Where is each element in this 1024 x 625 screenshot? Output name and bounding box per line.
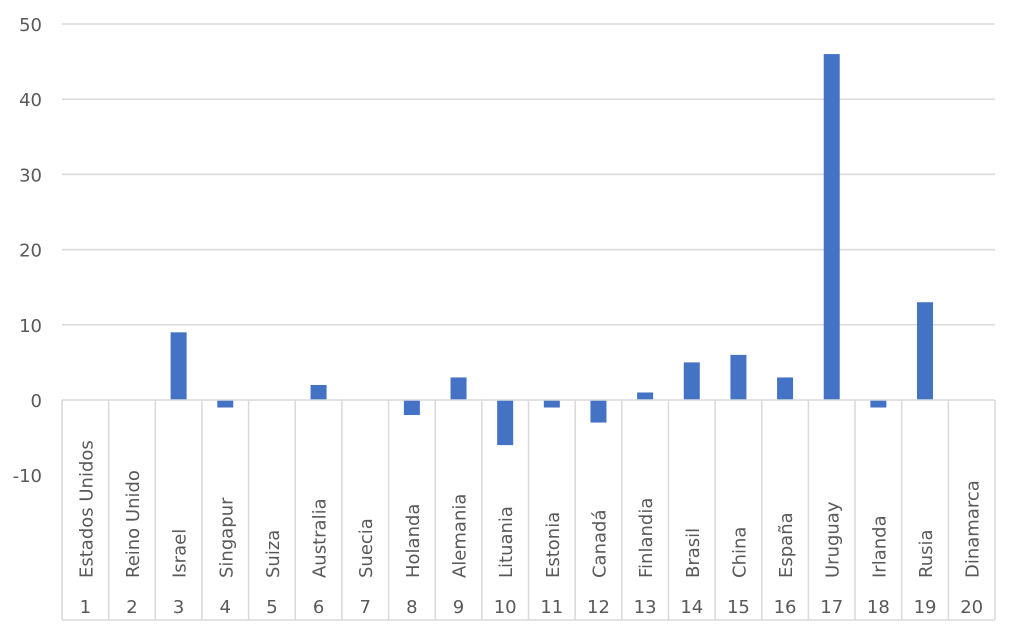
bar [170,332,187,400]
category-label: Finlandia [636,498,657,578]
bar [823,54,840,400]
category-label: Suecia [356,518,377,578]
rank-label: 3 [173,597,184,618]
rank-label: 18 [867,597,890,618]
bar [777,377,794,400]
rank-label: 10 [494,597,517,618]
category-label: Dinamarca [963,480,984,578]
rank-label: 6 [313,597,324,618]
rank-label: 11 [540,597,563,618]
rank-label: 9 [453,597,464,618]
rank-label: 16 [774,597,797,618]
rank-label: 1 [80,597,91,618]
y-tick-label: 30 [19,165,42,186]
bar [310,384,327,400]
rank-label: 8 [406,597,417,618]
category-label: Suiza [263,530,284,578]
rank-label: 17 [820,597,843,618]
category-label: Brasil [683,528,704,578]
category-label: Singapur [216,497,237,578]
category-label: España [776,512,797,578]
bar [590,400,607,423]
category-label: Australia [310,498,331,578]
rank-label: 4 [220,597,231,618]
y-tick-label: 50 [19,15,42,36]
bar [917,302,934,400]
y-tick-label: -10 [13,466,42,487]
bar [403,400,420,416]
category-label: Israel [170,529,191,578]
bar [450,377,467,400]
bar [730,354,747,400]
category-label: Reino Unido [123,470,144,578]
category-label: Irlanda [869,515,890,578]
rank-label: 7 [359,597,370,618]
rank-label: 19 [914,597,937,618]
bar [870,400,887,408]
bar [543,400,560,408]
rank-label: 15 [727,597,750,618]
y-tick-label: 10 [19,316,42,337]
bar [497,400,514,446]
y-tick-label: 40 [19,90,42,111]
rank-label: 20 [960,597,983,618]
y-tick-label: 20 [19,241,42,262]
rank-label: 12 [587,597,610,618]
y-tick-label: 0 [31,391,42,412]
rank-label: 5 [266,597,277,618]
category-label: Estonia [543,512,564,578]
bar [217,400,234,408]
category-label: Holanda [403,504,424,578]
rank-label: 2 [126,597,137,618]
bar [637,392,654,400]
rank-label: 13 [634,597,657,618]
bar [683,362,700,400]
rank-label: 14 [680,597,703,618]
category-label: Lituania [496,506,517,578]
category-label: Estados Unidos [76,440,97,578]
category-label: Uruguay [823,501,844,578]
category-label: China [729,527,750,578]
category-label: Rusia [916,529,937,578]
category-label: Canadá [589,510,610,579]
category-label: Alemania [450,494,471,578]
